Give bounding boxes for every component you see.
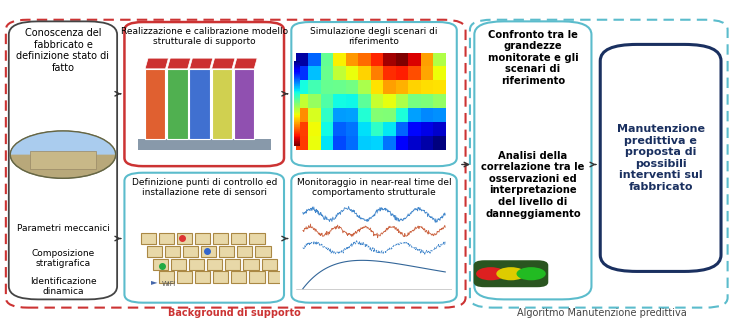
FancyBboxPatch shape <box>291 22 457 166</box>
Circle shape <box>476 267 505 280</box>
Bar <box>213 233 228 244</box>
Bar <box>30 151 96 169</box>
Bar <box>159 271 174 283</box>
Bar <box>147 246 162 257</box>
Bar <box>177 271 193 283</box>
Bar <box>250 271 264 283</box>
Bar <box>165 246 180 257</box>
Circle shape <box>10 131 116 178</box>
Bar <box>207 259 223 270</box>
Bar <box>171 259 186 270</box>
Bar <box>231 233 247 244</box>
Bar <box>237 246 253 257</box>
Text: Composizione
stratigrafica: Composizione stratigrafica <box>31 249 94 268</box>
FancyBboxPatch shape <box>474 260 548 287</box>
Circle shape <box>517 267 546 280</box>
Bar <box>183 246 198 257</box>
FancyBboxPatch shape <box>9 21 117 299</box>
Text: WiFi: WiFi <box>162 281 176 287</box>
FancyBboxPatch shape <box>600 44 721 271</box>
FancyBboxPatch shape <box>124 173 284 303</box>
FancyBboxPatch shape <box>474 21 591 299</box>
Bar <box>177 233 193 244</box>
Text: Conoscenza del
fabbricato e
definizione stato di
fatto: Conoscenza del fabbricato e definizione … <box>16 28 110 73</box>
Bar <box>195 271 210 283</box>
Bar <box>268 271 283 283</box>
Text: Background di supporto: Background di supporto <box>168 309 301 318</box>
Bar <box>190 69 210 139</box>
Text: Manutenzione
predittiva e
proposta di
possibili
interventi sul
fabbricato: Manutenzione predittiva e proposta di po… <box>616 124 705 192</box>
Polygon shape <box>212 58 235 69</box>
Bar <box>141 233 156 244</box>
Bar <box>195 233 210 244</box>
Text: Definizione punti di controllo ed
installazione rete di sensori: Definizione punti di controllo ed instal… <box>132 178 277 197</box>
Text: Parametri meccanici: Parametri meccanici <box>17 224 109 233</box>
Text: Realizzazione e calibrazione modello
strutturale di supporto: Realizzazione e calibrazione modello str… <box>121 27 288 46</box>
Bar <box>255 246 271 257</box>
Bar <box>250 233 264 244</box>
Bar <box>234 69 254 139</box>
FancyBboxPatch shape <box>124 22 284 166</box>
Bar <box>138 139 271 150</box>
FancyBboxPatch shape <box>291 173 457 303</box>
Bar <box>145 69 165 139</box>
Text: Algoritmo Manutenzione predittiva: Algoritmo Manutenzione predittiva <box>517 309 687 318</box>
Circle shape <box>496 267 526 280</box>
Wedge shape <box>10 131 116 155</box>
Text: ►: ► <box>152 277 158 286</box>
Text: Simulazione degli scenari di
riferimento: Simulazione degli scenari di riferimento <box>310 27 438 46</box>
Bar <box>153 259 168 270</box>
Polygon shape <box>234 58 257 69</box>
Bar <box>213 271 228 283</box>
Bar <box>225 259 240 270</box>
Polygon shape <box>145 58 168 69</box>
Bar <box>168 69 187 139</box>
Bar <box>212 69 232 139</box>
Polygon shape <box>190 58 213 69</box>
Bar <box>159 233 174 244</box>
Text: Analisi della
correlazione tra le
osservazioni ed
interpretazione
del livello di: Analisi della correlazione tra le osserv… <box>481 151 585 219</box>
Bar <box>201 246 216 257</box>
Polygon shape <box>168 58 190 69</box>
Text: Monitoraggio in near-real time del
comportamento strutturale: Monitoraggio in near-real time del compo… <box>296 178 452 197</box>
Text: Identificazione
dinamica: Identificazione dinamica <box>29 277 97 296</box>
Bar <box>189 259 204 270</box>
Bar <box>244 259 258 270</box>
Bar <box>231 271 247 283</box>
Bar <box>220 246 234 257</box>
Bar <box>261 259 277 270</box>
Text: Confronto tra le
grandezze
monitorate e gli
scenari di
riferimento: Confronto tra le grandezze monitorate e … <box>488 30 578 86</box>
